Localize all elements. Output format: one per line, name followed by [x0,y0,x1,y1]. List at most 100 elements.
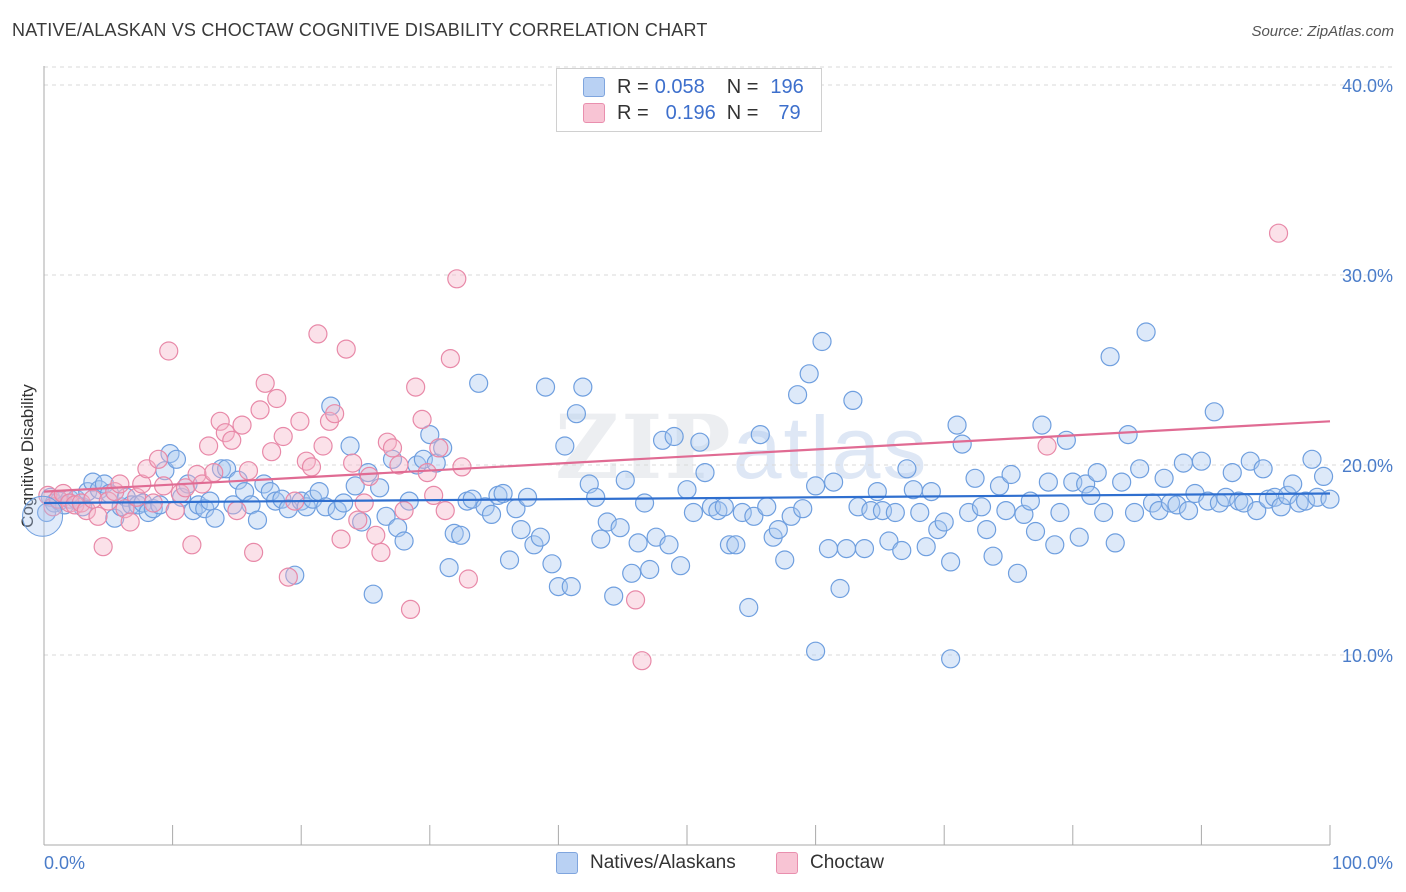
axes [43,66,1331,846]
legend-swatch-natives [583,77,605,97]
native-point [910,502,930,523]
choctaw-point [290,411,310,431]
native-point [1124,502,1145,523]
choctaw-point [343,453,363,473]
choctaw-point [632,651,652,671]
native-point [830,578,850,599]
native-point [340,436,360,456]
native-point [1045,535,1065,555]
choctaw-point [371,542,391,563]
choctaw-point [348,510,368,530]
native-point [1094,502,1114,523]
legend-row-natives: R = 0.058 N = 196 [583,75,804,99]
native-point [205,508,225,528]
native-point [897,459,917,479]
native-point [296,497,316,517]
series-label-choctaw: Choctaw [810,852,884,873]
native-point [499,550,520,570]
native-point [854,538,875,559]
native-point [217,459,237,479]
native-point [952,434,972,454]
choctaw-trend-line [43,420,1331,493]
watermark-atlas: atlas [732,398,929,497]
legend-r-value: 0.058 [654,75,705,98]
native-point [561,576,581,597]
choctaw-point [232,415,252,435]
choctaw-point [296,451,316,471]
native-point [1076,474,1096,494]
data-points [22,223,1340,671]
native-point [818,538,839,559]
choctaw-point [98,491,118,511]
native-point [1112,472,1132,492]
native-point [836,538,857,559]
native-point [916,537,936,557]
choctaw-point [255,373,275,393]
native-point [394,531,414,551]
choctaw-point [165,501,185,521]
native-point [22,495,64,537]
choctaw-point [132,474,152,494]
native-point [879,531,899,551]
native-point [1038,472,1058,492]
native-point [928,519,948,540]
native-point [1216,487,1236,507]
choctaw-point [238,461,259,481]
choctaw-point [120,512,140,532]
choctaw-point [215,423,235,443]
native-point [793,499,813,519]
native-point [1050,502,1070,523]
choctaw-point [359,466,379,486]
native-point [517,487,538,507]
series-swatch-choctaw [776,852,798,874]
native-point [481,504,502,525]
native-point [1032,415,1052,435]
choctaw-point [159,341,179,361]
native-point [316,497,336,517]
watermark: ZIPatlas [555,395,928,499]
choctaw-point [440,349,460,369]
choctaw-point [336,339,356,359]
native-point [714,497,734,517]
choctaw-point [199,436,219,456]
choctaw-point [308,324,328,344]
native-point [677,480,697,500]
native-point [1087,463,1107,483]
choctaw-point [429,438,449,458]
choctaw-point [313,436,333,456]
native-point [744,506,764,526]
choctaw-point [1037,436,1057,456]
series-swatch-natives [556,852,578,874]
choctaw-point [412,409,432,429]
native-point [965,468,985,488]
choctaw-point [93,537,113,557]
choctaw-point [262,442,282,462]
y-tick-label: 20.0% [1342,456,1393,476]
native-point [941,649,961,669]
native-point [634,493,655,513]
native-point [885,502,905,523]
choctaw-point [222,430,242,450]
choctaw-point [382,438,403,458]
native-point [719,535,740,555]
native-point [996,501,1016,521]
source-label: Source: ZipAtlas.com [1251,23,1394,40]
native-point [1204,402,1224,422]
native-point [695,463,715,483]
choctaw-point [250,400,270,420]
legend-r-label: R = [617,101,649,124]
series-legend-choctaw: Choctaw [776,852,884,874]
choctaw-point [435,501,455,521]
native-point [1118,425,1138,445]
legend-n-label: N = [726,75,759,98]
native-point [1007,563,1028,583]
choctaw-point [244,542,264,563]
legend-r-label: R = [617,75,649,98]
native-point [439,557,459,578]
native-point [861,501,881,521]
native-point [787,385,808,405]
trend-lines [43,420,1331,505]
choctaw-point [204,463,224,483]
native-point [934,512,954,532]
native-point [726,535,746,555]
